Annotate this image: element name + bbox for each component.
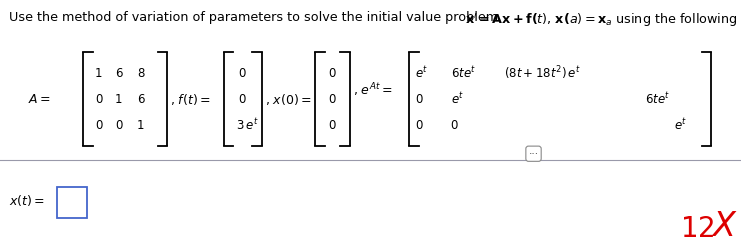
Text: , $f(t) =$: , $f(t) =$	[170, 92, 211, 107]
Text: $\bf{x'} = \bf{A}\bf{x} + \bf{f}(\it{t})$, $\bf{x}(\it{a}) = \bf{x}_{\it{a}}$ us: $\bf{x'} = \bf{A}\bf{x} + \bf{f}(\it{t})…	[465, 11, 741, 29]
Text: $\it{1}$: $\it{1}$	[680, 216, 697, 243]
Text: Use the method of variation of parameters to solve the initial value problem: Use the method of variation of parameter…	[9, 11, 502, 24]
Text: $6te^t$: $6te^t$	[645, 92, 670, 107]
Text: 0: 0	[95, 93, 102, 106]
Text: , $e^{At} =$: , $e^{At} =$	[353, 82, 393, 99]
Text: $e^t$: $e^t$	[451, 92, 464, 107]
Text: 6: 6	[115, 67, 122, 80]
Text: 0: 0	[239, 67, 246, 80]
Text: 1: 1	[95, 67, 102, 80]
Text: $\it{2}$: $\it{2}$	[697, 216, 714, 243]
Text: ···: ···	[528, 149, 539, 159]
Text: 0: 0	[95, 119, 102, 132]
Text: 0: 0	[328, 67, 336, 80]
Text: 0: 0	[415, 93, 422, 106]
Text: $\it{X}$: $\it{X}$	[711, 211, 738, 243]
Text: $3\,e^t$: $3\,e^t$	[236, 118, 259, 133]
Text: , $x(0) =$: , $x(0) =$	[265, 92, 311, 107]
Text: $e^t$: $e^t$	[415, 65, 428, 81]
Text: 0: 0	[451, 119, 458, 132]
Text: $A =$: $A =$	[28, 93, 51, 106]
Text: 0: 0	[239, 93, 246, 106]
Text: 0: 0	[328, 119, 336, 132]
Text: 0: 0	[328, 93, 336, 106]
Text: 8: 8	[137, 67, 144, 80]
FancyBboxPatch shape	[57, 187, 87, 218]
Text: 0: 0	[415, 119, 422, 132]
Text: $x(t) =$: $x(t) =$	[9, 193, 45, 208]
Text: 0: 0	[115, 119, 122, 132]
Text: 6: 6	[137, 93, 144, 106]
Text: $e^t$: $e^t$	[674, 118, 688, 133]
Text: $(8t+18t^2)\,e^t$: $(8t+18t^2)\,e^t$	[504, 64, 581, 82]
Text: 1: 1	[115, 93, 122, 106]
Text: $6te^t$: $6te^t$	[451, 65, 476, 81]
Text: 1: 1	[137, 119, 144, 132]
